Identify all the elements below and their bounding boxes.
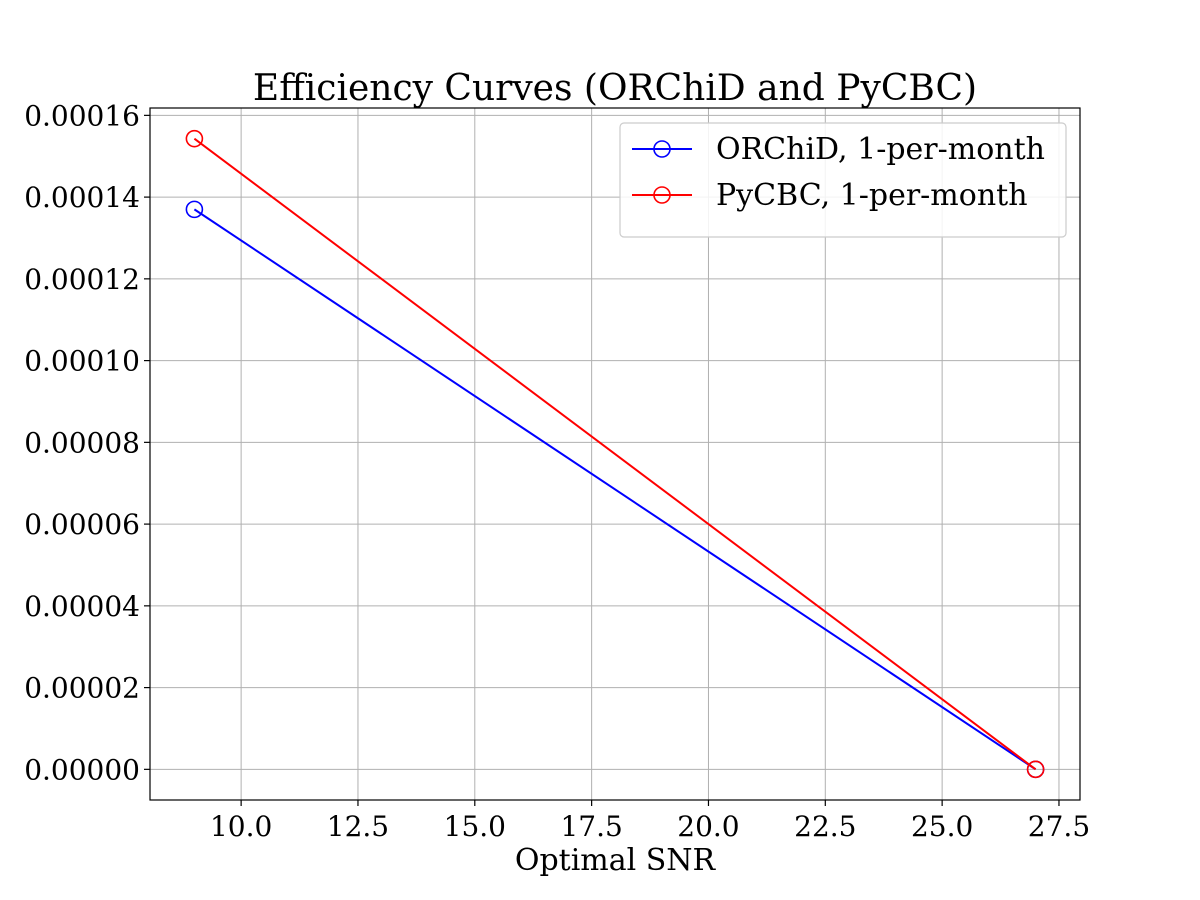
- y-tick-label: 0.00010: [24, 345, 140, 378]
- x-axis-label: Optimal SNR: [515, 843, 717, 878]
- y-tick-label: 0.00000: [24, 753, 140, 786]
- x-tick-label: 27.5: [1028, 810, 1090, 843]
- legend-box: [619, 122, 1067, 238]
- legend-marker: [653, 140, 671, 158]
- y-tick-label: 0.00006: [24, 508, 140, 541]
- series-line: [193, 208, 1037, 771]
- legend-entry: ORChiD, 1-per-month: [632, 132, 1045, 167]
- x-tick-label: 25.0: [911, 810, 973, 843]
- x-tick-label: 12.5: [327, 810, 389, 843]
- data-point: [185, 129, 204, 148]
- x-tick-label: 17.5: [560, 810, 622, 843]
- x-tick-label: 22.5: [794, 810, 856, 843]
- ticks: 10.0 12.5 15.0 17.5 20.0 22.5 25.0 27.5 0.00000 0…: [24, 99, 1090, 843]
- data-point: [1026, 760, 1045, 779]
- y-tick-label: 0.00004: [24, 590, 140, 623]
- legend: ORChiD, 1-per-month PyCBC, 1-per-month: [619, 122, 1067, 238]
- data-point: [185, 200, 204, 219]
- series-layer: [185, 129, 1045, 779]
- y-tick-label: 0.00002: [24, 672, 140, 705]
- legend-label: PyCBC, 1-per-month: [716, 178, 1028, 213]
- series-line: [193, 137, 1037, 771]
- x-tick-label: 10.0: [210, 810, 272, 843]
- series-1: [185, 129, 1045, 779]
- y-tick-label: 0.00008: [24, 426, 140, 459]
- y-tick-label: 0.00016: [24, 99, 140, 132]
- x-tick-label: 15.0: [444, 810, 506, 843]
- y-tick-label: 0.00012: [24, 263, 140, 296]
- legend-label: ORChiD, 1-per-month: [716, 132, 1045, 167]
- legend-marker: [653, 186, 671, 204]
- series-0: [185, 200, 1045, 779]
- plot-area-frame: [149, 107, 1081, 801]
- chart-title: Efficiency Curves (ORChiD and PyCBC): [253, 68, 977, 109]
- x-tick-label: 20.0: [677, 810, 739, 843]
- legend-entry: PyCBC, 1-per-month: [632, 178, 1028, 213]
- y-tick-label: 0.00014: [24, 181, 140, 214]
